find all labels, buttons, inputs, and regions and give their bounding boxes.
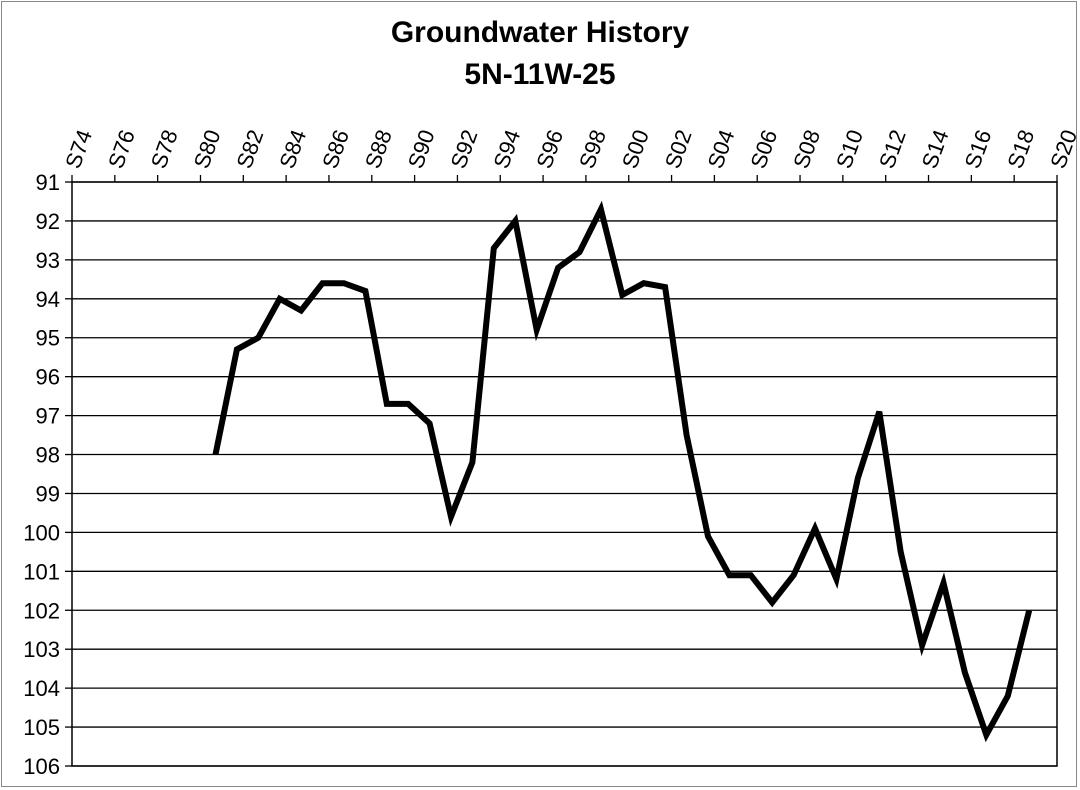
x-tick-label: S16 — [960, 126, 997, 171]
y-tick-label: 94 — [36, 287, 60, 312]
chart-title: Groundwater History — [390, 16, 690, 49]
x-tick-label: S04 — [703, 126, 740, 171]
x-tick-label: S10 — [831, 126, 868, 171]
x-tick-label: S20 — [1045, 126, 1080, 171]
x-tick-label: S18 — [1002, 126, 1039, 171]
x-tick-label: S82 — [232, 126, 269, 171]
y-tick-label: 105 — [23, 715, 60, 740]
plot-area-border — [71, 181, 1058, 767]
y-tick-label: 100 — [23, 520, 60, 545]
x-tick-label: S78 — [146, 126, 183, 171]
y-tick-label: 92 — [36, 209, 60, 234]
x-tick-label: S74 — [60, 126, 97, 171]
y-tick-label: 104 — [23, 676, 60, 701]
x-tick-label: S02 — [660, 126, 697, 171]
x-tick-label: S00 — [617, 126, 654, 171]
y-tick-label: 98 — [36, 443, 60, 468]
y-tick-label: 96 — [36, 365, 60, 390]
x-tick-label: S84 — [274, 126, 311, 171]
y-tick-label: 102 — [23, 598, 60, 623]
x-tick-label: S88 — [360, 126, 397, 171]
x-tick-label: S08 — [788, 126, 825, 171]
series-line — [212, 200, 1033, 743]
x-tick-label: S94 — [488, 126, 525, 171]
x-tick-label: S92 — [446, 126, 483, 171]
x-tick-label: S14 — [917, 126, 954, 171]
x-tick-label: S98 — [574, 126, 611, 171]
y-tick-label: 103 — [23, 637, 60, 662]
y-tick-label: 97 — [36, 404, 60, 429]
y-tick-label: 106 — [23, 754, 60, 779]
y-tick-label: 91 — [36, 170, 60, 195]
y-tick-label: 93 — [36, 248, 60, 273]
y-tick-label: 101 — [23, 559, 60, 584]
x-tick-label: S96 — [531, 126, 568, 171]
x-tick-label: S76 — [103, 126, 140, 171]
y-tick-label: 95 — [36, 326, 60, 351]
x-tick-label: S90 — [403, 126, 440, 171]
x-tick-label: S12 — [874, 126, 911, 171]
x-tick-label: S86 — [317, 126, 354, 171]
chart-subtitle: 5N-11W-25 — [464, 58, 616, 91]
y-tick-label: 99 — [36, 481, 60, 506]
x-tick-label: S06 — [745, 126, 782, 171]
x-tick-label: S80 — [189, 126, 226, 171]
